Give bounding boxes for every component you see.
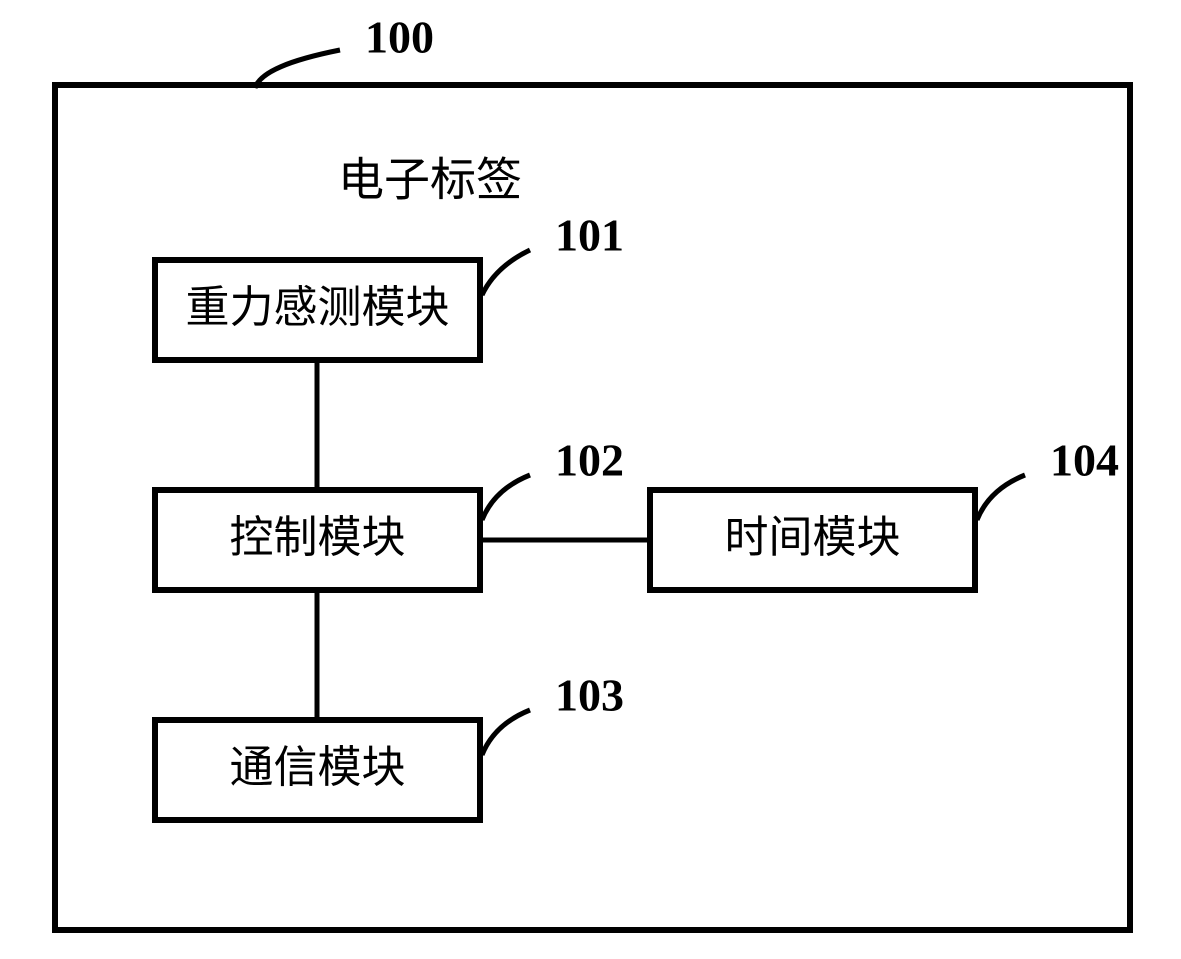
svg-text:103: 103 — [555, 670, 624, 721]
svg-text:100: 100 — [365, 12, 434, 63]
node-label: 控制模块 — [230, 513, 406, 562]
svg-text:102: 102 — [555, 435, 624, 486]
node-101: 重力感测模块 101 — [155, 210, 624, 360]
svg-text:电子标签: 电子标签 — [338, 155, 522, 206]
node-104: 时间模块 104 — [650, 435, 1119, 590]
node-103: 通信模块 103 — [155, 670, 624, 820]
svg-text:104: 104 — [1050, 435, 1119, 486]
node-label: 重力感测模块 — [186, 283, 450, 332]
node-label: 通信模块 — [230, 743, 406, 792]
node-label: 时间模块 — [725, 513, 901, 562]
node-102: 控制模块 102 — [155, 435, 624, 590]
svg-text:101: 101 — [555, 210, 624, 261]
